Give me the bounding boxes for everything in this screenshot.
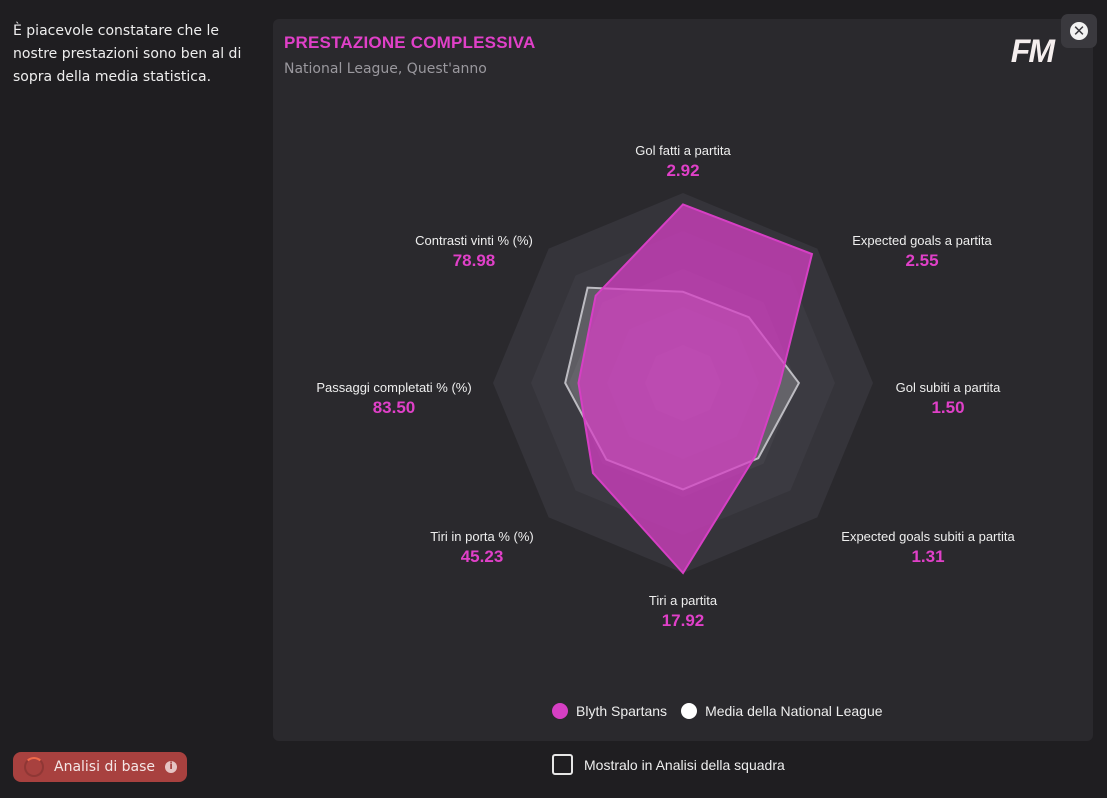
panel-title: PRESTAZIONE COMPLESSIVA: [284, 33, 536, 52]
axis-name: Gol fatti a partita: [635, 143, 731, 158]
blyth-polygon: [577, 203, 814, 575]
axis-name: Tiri a partita: [648, 593, 718, 608]
legend-dot-league: [681, 703, 698, 719]
axis-value: 2.92: [666, 161, 700, 180]
axis-label: Contrasti vinti % (%) 78.98: [415, 233, 533, 271]
fm-logo: FM: [1010, 33, 1055, 69]
legend: Blyth Spartans Media della National Leag…: [552, 703, 883, 719]
legend-league: Media della National League: [705, 703, 883, 719]
axis-label: Tiri a partita 17.92: [649, 593, 717, 631]
analysis-badge[interactable]: Analisi di base i: [13, 752, 187, 782]
axis-name: Tiri in porta % (%): [430, 529, 534, 544]
axis-label: Passaggi completati % (%) 83.50: [316, 380, 471, 418]
close-icon: ✕: [1070, 22, 1088, 40]
legend-dot-blyth: [552, 703, 568, 719]
axis-value: 78.98: [452, 251, 496, 270]
axis-value: 1.50: [931, 398, 965, 417]
axis-label: Tiri in porta % (%) 45.23: [430, 529, 534, 567]
axis-label: Expected goals a partita 2.55: [852, 233, 991, 271]
axis-label: Gol fatti a partita 2.92: [635, 143, 730, 181]
legend-blyth: Blyth Spartans: [576, 703, 668, 719]
close-button[interactable]: ✕: [1061, 14, 1097, 48]
axis-value: 1.31: [911, 547, 945, 566]
show-in-team-analysis-checkbox[interactable]: Mostralo in Analisi della squadra: [552, 754, 785, 775]
axis-label: Expected goals subiti a partita 1.31: [841, 529, 1014, 567]
axis-name: Gol subiti a partita: [895, 380, 1001, 395]
progress-ring-icon: [24, 757, 44, 777]
axis-value: 45.23: [460, 547, 504, 566]
axis-name: Expected goals subiti a partita: [841, 529, 1015, 544]
axis-name: Contrasti vinti % (%): [415, 233, 533, 248]
checkbox-label: Mostralo in Analisi della squadra: [584, 756, 785, 773]
axis-name: Passaggi completati % (%): [316, 380, 472, 395]
panel-subtitle: National League, Quest'anno: [284, 61, 487, 77]
info-icon[interactable]: i: [165, 761, 178, 773]
axis-value: 17.92: [661, 611, 705, 630]
checkbox-box[interactable]: [552, 754, 573, 775]
axis-value: 2.55: [905, 251, 939, 270]
badge-label: Analisi di base: [54, 759, 156, 775]
axis-label: Gol subiti a partita 1.50: [896, 380, 1001, 418]
intro-text: È piacevole constatare che le nostre pre…: [13, 23, 242, 85]
axis-name: Expected goals a partita: [852, 233, 992, 248]
axis-value: 83.50: [372, 398, 416, 417]
